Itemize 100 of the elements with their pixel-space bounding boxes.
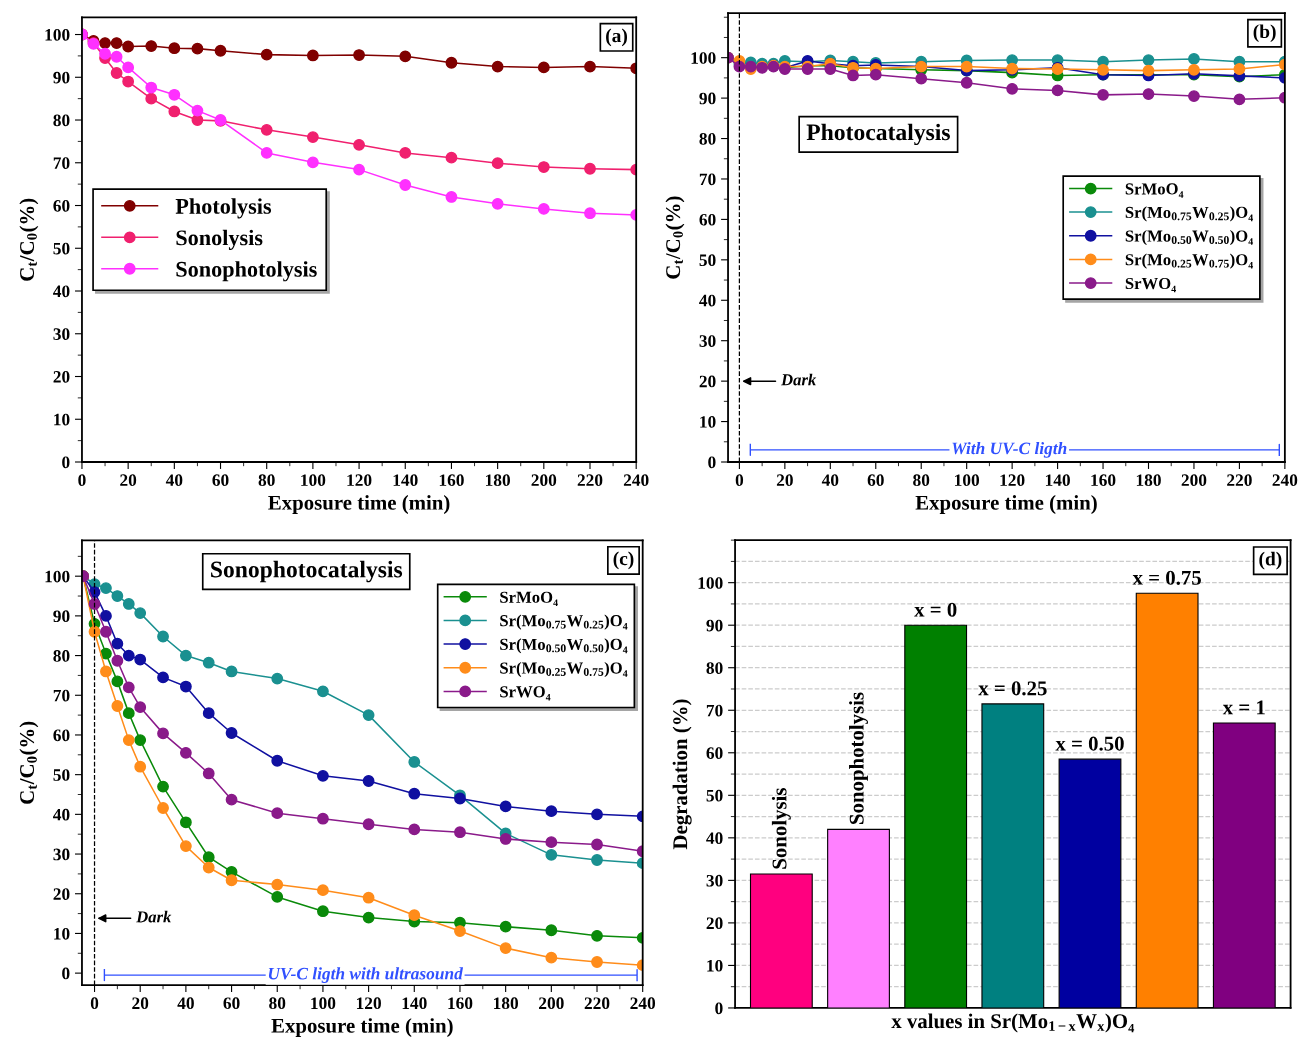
- y-tick-label: 50: [699, 254, 716, 267]
- x-tick-label: 200: [531, 474, 557, 487]
- legend-label: Sonophotolysis: [176, 261, 317, 282]
- y-tick-label: 70: [53, 689, 70, 702]
- x-tick-label: 100: [301, 474, 326, 487]
- x-tick-label: 180: [1136, 474, 1161, 487]
- y-tick-label: 90: [53, 71, 70, 84]
- y-axis-title: C$_{t}$/C$_{0}$(%): [665, 196, 685, 279]
- legend-label: Sr(Mo$_{0.25}$W$_{0.75}$)O₄: [500, 661, 628, 678]
- x-tick-label: 160: [1091, 474, 1116, 487]
- y-axis-title: C$_{t}$/C$_{0}$(%): [19, 721, 39, 804]
- x-tick-label: 100: [311, 997, 336, 1010]
- x-tick-label: 220: [584, 997, 610, 1010]
- x-tick-label: Sonophotolysis: [849, 692, 868, 824]
- x-tick-label: 120: [347, 474, 372, 487]
- y-tick-label: 70: [53, 157, 70, 169]
- y-tick-label: 70: [699, 173, 716, 186]
- y-tick-label: 90: [53, 610, 70, 623]
- x-tick-label: 60: [867, 474, 884, 487]
- annotation: (b): [1253, 24, 1276, 43]
- x-tick-label: 20: [132, 997, 149, 1010]
- legend-label: Sonolysis: [176, 229, 263, 250]
- x-tick-label: x = 1: [1222, 700, 1265, 715]
- x-tick-label: 240: [630, 997, 656, 1010]
- annotation: Sonophotocatalysis: [211, 560, 403, 583]
- y-tick-label: 30: [53, 848, 70, 861]
- y-tick-label: 20: [53, 370, 70, 383]
- y-tick-label: 50: [53, 242, 70, 255]
- x-tick-label: 140: [393, 474, 418, 487]
- y-tick-label: 60: [706, 747, 723, 759]
- legend-label: Sr(Mo$_{0.75}$W$_{0.25}$)O₄: [500, 614, 628, 630]
- annotation: (d): [1259, 551, 1282, 570]
- x-axis-title: Exposure time (min): [915, 495, 1097, 514]
- x-tick-label: 240: [1272, 474, 1298, 487]
- x-tick-label: 20: [776, 474, 793, 487]
- legend-label: Photolysis: [175, 198, 272, 219]
- x-tick-label: 20: [120, 474, 137, 487]
- x-tick-label: 80: [269, 997, 286, 1010]
- legend-label: SrWO₄: [1125, 277, 1176, 293]
- x-tick-label: 80: [913, 474, 930, 487]
- y-tick-label: 100: [45, 570, 70, 583]
- x-tick-label: 60: [223, 997, 240, 1010]
- annotation: (c): [613, 551, 634, 570]
- legend-label: Sr(Mo$_{0.75}$W$_{0.25}$)O₄: [1125, 206, 1254, 222]
- x-tick-label: 120: [356, 997, 381, 1010]
- y-tick-label: 100: [691, 52, 716, 64]
- x-tick-label: 40: [177, 997, 194, 1010]
- y-tick-label: 90: [706, 619, 723, 632]
- x-tick-label: x = 0: [914, 602, 957, 617]
- x-tick-label: 220: [577, 474, 603, 487]
- x-tick-label: 200: [539, 997, 564, 1010]
- y-tick-label: 10: [707, 959, 723, 972]
- y-tick-label: 60: [53, 729, 70, 742]
- x-tick-label: 160: [439, 474, 464, 487]
- x-tick-label: 0: [90, 997, 99, 1010]
- y-axis-title: C$_{t}$/C$_{0}$(%): [19, 198, 39, 281]
- x-tick-label: 180: [494, 997, 519, 1010]
- x-tick-label: 200: [1181, 474, 1207, 487]
- x-tick-label: x = 0.75: [1132, 570, 1201, 585]
- y-tick-label: 10: [700, 416, 716, 428]
- y-tick-label: 40: [53, 285, 70, 298]
- y-tick-label: 100: [698, 577, 723, 589]
- ref-line-label: Dark: [780, 373, 817, 386]
- ref-line-label: With UV-C ligth: [952, 442, 1067, 458]
- legend-label: Sr(Mo$_{0.50}$W$_{0.50}$)O₄: [500, 638, 628, 654]
- legend-label: Sr(Mo$_{0.50}$W$_{0.50}$)O₄: [1125, 229, 1254, 246]
- y-axis-title: Degradation (%): [672, 699, 692, 850]
- y-tick-label: 30: [53, 328, 70, 340]
- x-tick-label: 40: [821, 474, 839, 487]
- y-tick-label: 60: [699, 213, 716, 226]
- x-axis-title: Exposure time (min): [268, 495, 450, 514]
- x-tick-label: x = 0.50: [1055, 736, 1124, 751]
- y-tick-label: 40: [53, 808, 70, 821]
- y-tick-label: 50: [706, 789, 723, 802]
- x-tick-label: 120: [1000, 474, 1025, 487]
- y-tick-label: 50: [53, 769, 70, 781]
- y-tick-label: 80: [53, 650, 70, 662]
- y-tick-label: 20: [699, 375, 716, 388]
- ref-line-label: UV-C ligth with ultrasound: [268, 967, 464, 983]
- x-tick-label: 140: [1045, 474, 1070, 487]
- y-tick-label: 80: [53, 114, 70, 127]
- x-tick-label: 80: [258, 474, 275, 487]
- y-tick-label: 10: [54, 413, 70, 426]
- x-tick-label: 40: [165, 474, 183, 487]
- y-tick-label: 100: [45, 29, 70, 41]
- legend-label: SrMoO₄: [1125, 183, 1184, 198]
- y-tick-label: 40: [706, 832, 723, 845]
- annotation: Photocatalysis: [806, 123, 950, 146]
- y-tick-label: 80: [699, 133, 716, 145]
- y-tick-label: 0: [708, 456, 716, 469]
- x-tick-label: 140: [402, 997, 427, 1010]
- y-tick-label: 0: [62, 967, 70, 980]
- y-tick-label: 30: [706, 874, 723, 887]
- y-tick-label: 20: [706, 917, 723, 930]
- y-tick-label: 20: [53, 888, 70, 900]
- y-tick-label: 0: [62, 456, 70, 469]
- y-tick-label: 10: [54, 927, 70, 940]
- legend-label: SrWO₄: [500, 686, 551, 701]
- y-tick-label: 70: [706, 704, 723, 717]
- x-tick-label: 180: [486, 474, 510, 487]
